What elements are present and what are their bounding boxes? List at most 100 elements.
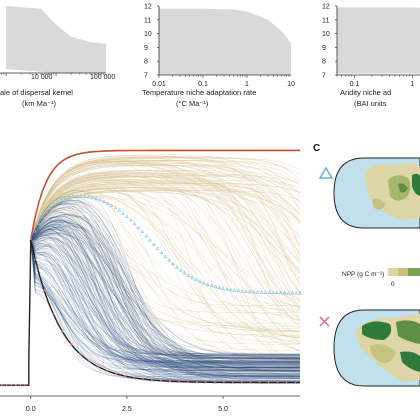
median-marker-51 xyxy=(225,287,229,291)
trajectory-blue-7 xyxy=(0,239,300,386)
trajectory-blue-43 xyxy=(0,239,300,386)
p3-ytick-label-4: 8 xyxy=(322,59,326,66)
trajectory-blue-40 xyxy=(0,230,300,386)
trajectory-tan-92 xyxy=(0,156,301,386)
median-marker-60 xyxy=(259,290,264,294)
trajectory-blue-46 xyxy=(0,234,301,386)
map-upper xyxy=(333,157,420,229)
lower-envelope-line xyxy=(0,239,300,386)
trajectory-blue-145 xyxy=(0,239,300,386)
trajectory-blue-131 xyxy=(0,239,300,386)
trajectory-blue-139 xyxy=(0,239,300,386)
trajectory-blue-113 xyxy=(0,228,300,386)
trajectory-blue-25 xyxy=(0,227,300,386)
lower-envelope-marker-20 xyxy=(123,374,127,378)
lower-envelope-marker-46 xyxy=(240,381,244,385)
upper-envelope-line xyxy=(30,149,300,241)
median-marker-16 xyxy=(90,195,95,200)
trajectory-blue-64 xyxy=(0,239,300,386)
lower-envelope-marker-2 xyxy=(42,289,46,293)
trajectory-blue-144 xyxy=(0,230,300,386)
trajectory-blue-127 xyxy=(0,234,300,386)
trajectory-blue-24 xyxy=(0,227,300,386)
main-xtick-label-0: 0.0 xyxy=(26,406,36,413)
trajectory-blue-28 xyxy=(0,239,300,386)
trajectory-blue-38 xyxy=(0,239,300,386)
trajectory-blue-167 xyxy=(0,236,300,386)
median-marker-9 xyxy=(63,196,68,200)
trajectory-blue-82 xyxy=(0,200,300,386)
p3-xtick-label-0: 0.1 xyxy=(350,81,360,88)
trajectory-tan-98 xyxy=(0,239,300,386)
lower-envelope-marker-14 xyxy=(96,365,100,369)
trajectory-blue-104 xyxy=(0,220,301,386)
trajectory-blue-156 xyxy=(0,239,300,386)
trajectory-blue-27 xyxy=(0,225,300,386)
median-marker-19 xyxy=(101,199,106,203)
median-marker-58 xyxy=(251,289,256,294)
trajectory-tan-118 xyxy=(0,239,301,386)
median-marker-70 xyxy=(298,291,302,295)
trajectory-blue-130 xyxy=(0,239,300,386)
median-marker-64 xyxy=(275,290,279,295)
median-marker-41 xyxy=(186,273,191,277)
trajectory-blue-68 xyxy=(0,239,300,386)
trajectory-blue-110 xyxy=(0,229,300,386)
trajectory-tan-88 xyxy=(0,182,301,386)
panel-dispersal-kernel xyxy=(0,6,107,76)
trajectory-blue-111 xyxy=(0,239,300,386)
trajectory-tan-40 xyxy=(0,178,301,386)
trajectory-blue-146 xyxy=(0,239,300,386)
median-marker-67 xyxy=(286,290,291,295)
median-marker-69 xyxy=(294,291,299,295)
trajectory-blue-36 xyxy=(0,239,300,386)
trajectory-tan-133 xyxy=(0,169,301,386)
trajectory-blue-56 xyxy=(0,239,300,386)
trajectory-blue-106 xyxy=(0,239,300,386)
median-marker-49 xyxy=(217,285,222,290)
p2-xtick-label-0: 0.01 xyxy=(152,81,166,88)
lower-envelope-marker-pre-5 xyxy=(23,383,27,387)
trajectory-blue-98 xyxy=(0,232,300,386)
trajectory-blue-132 xyxy=(0,239,301,386)
median-marker-4 xyxy=(44,209,49,214)
median-marker-7 xyxy=(55,199,60,204)
trajectory-blue-128 xyxy=(0,203,300,386)
trajectory-blue-141 xyxy=(0,204,300,386)
trajectory-blue-14 xyxy=(0,239,300,386)
lower-envelope-marker-8 xyxy=(69,342,73,346)
lower-envelope-marker-22 xyxy=(132,376,136,380)
lower-envelope-marker-0 xyxy=(33,257,37,261)
trajectory-blue-116 xyxy=(0,238,300,386)
median-marker-48 xyxy=(213,284,218,289)
median-marker-14 xyxy=(82,194,87,198)
trajectory-blue-160 xyxy=(0,195,300,386)
p3-xlabel-line1: Aridity niche ad xyxy=(340,88,391,97)
median-marker-39 xyxy=(178,268,183,272)
lower-envelope-marker-54 xyxy=(276,381,280,385)
trajectory-blue-45 xyxy=(0,229,300,386)
trajectory-blue-13 xyxy=(0,217,300,386)
p2-ytick-label-0: 12 xyxy=(144,4,152,11)
trajectory-tan-124 xyxy=(0,170,301,386)
p2-ytick-label-2: 10 xyxy=(144,31,152,38)
trajectory-blue-73 xyxy=(0,239,300,386)
median-marker-46 xyxy=(205,282,210,286)
median-marker-20 xyxy=(105,201,110,205)
median-marker-38 xyxy=(175,265,179,269)
trajectory-blue-95 xyxy=(0,219,300,386)
cross-icon xyxy=(319,316,330,327)
trajectory-blue-150 xyxy=(0,229,300,386)
lower-envelope-marker-12 xyxy=(87,359,91,363)
trajectory-blue-114 xyxy=(0,239,300,386)
lower-envelope-marker-36 xyxy=(195,380,199,384)
main-xtick-label-2: 5.0 xyxy=(218,406,228,413)
median-marker-8 xyxy=(59,197,64,202)
trajectory-blue-77 xyxy=(0,208,300,386)
trajectory-tan-122 xyxy=(0,179,301,386)
p3-xtick-label-1: 1 xyxy=(410,81,414,88)
trajectory-tan-134 xyxy=(0,160,301,386)
trajectory-blue-66 xyxy=(0,239,300,386)
median-marker-40 xyxy=(182,270,187,275)
npp-legend-zero: 0 xyxy=(391,281,395,288)
